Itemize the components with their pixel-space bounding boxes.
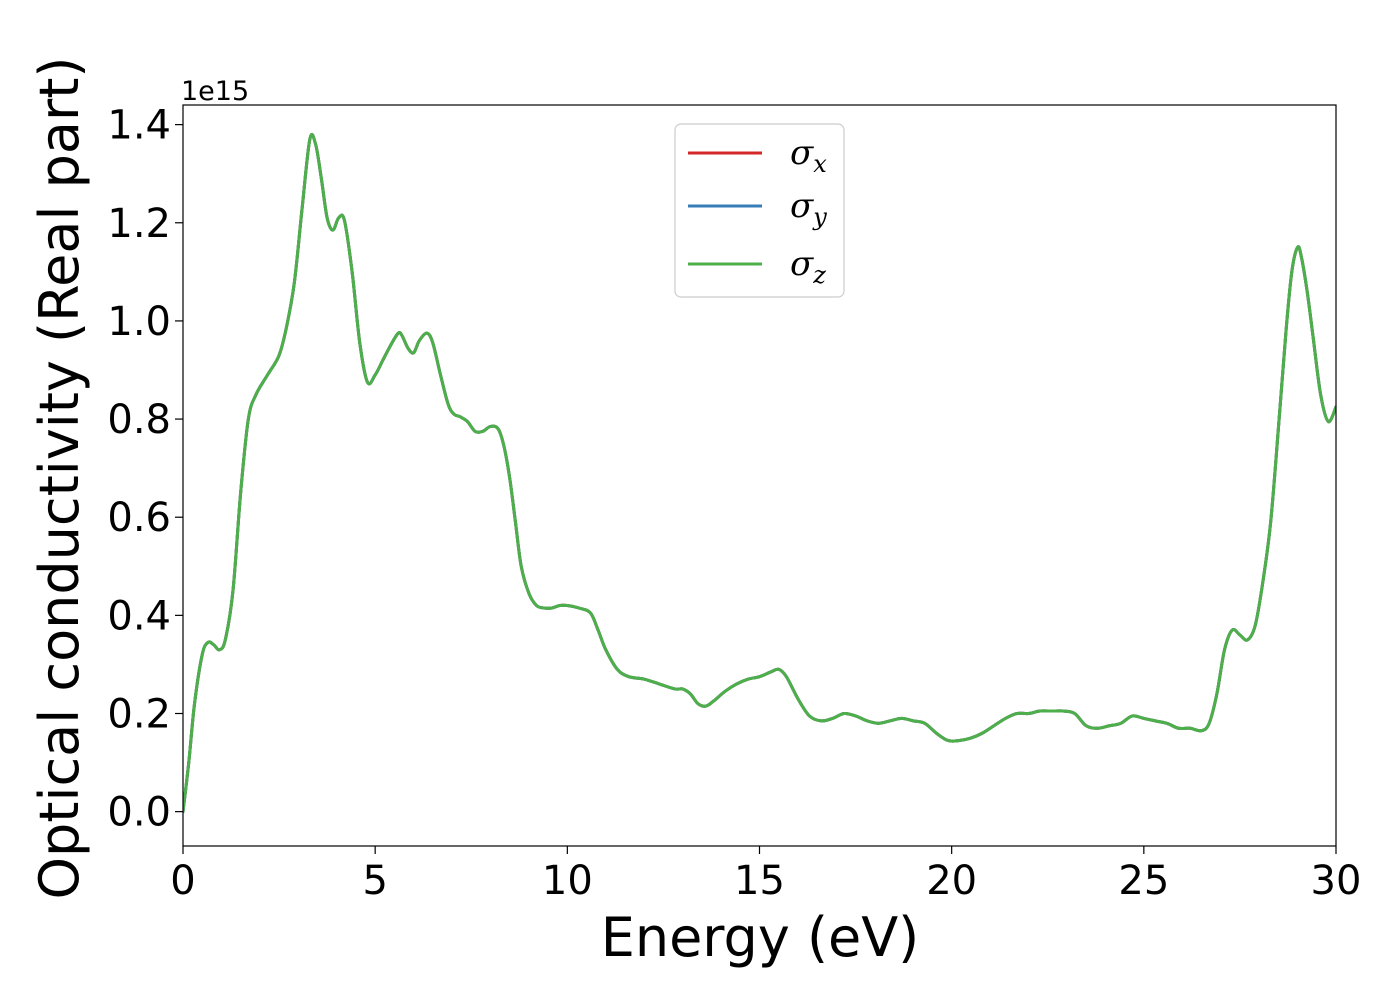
legend-label: σy [790, 186, 827, 231]
y-tick-label: 0.4 [107, 593, 171, 639]
y-tick-label: 1.4 [107, 103, 171, 149]
x-axis-title: Energy (eV) [601, 906, 920, 969]
x-tick-label: 20 [926, 858, 977, 904]
x-tick-label: 5 [362, 858, 387, 904]
legend-label: σx [790, 133, 827, 178]
x-tick-label: 10 [542, 858, 593, 904]
x-axis: 0 5 10 15 20 25 30 [170, 846, 1361, 904]
y-offset-label: 1e15 [181, 76, 249, 107]
y-tick-label: 1.0 [107, 299, 171, 345]
y-axis: 0.0 0.2 0.4 0.6 0.8 1.0 1.2 1.4 [107, 103, 183, 836]
legend: σx σy σz [674, 123, 845, 298]
y-tick-label: 0.6 [107, 495, 171, 541]
legend-label: σz [790, 244, 826, 289]
x-tick-label: 30 [1311, 858, 1362, 904]
x-tick-label: 0 [170, 858, 195, 904]
y-tick-label: 0.2 [107, 692, 171, 738]
series-layer [183, 133, 1336, 814]
y-axis-title: Optical conductivity (Real part) [28, 57, 91, 900]
y-tick-label: 1.2 [107, 201, 171, 247]
y-tick-label: 0.8 [107, 397, 171, 443]
x-tick-label: 15 [734, 858, 785, 904]
series-line-3 [183, 133, 1336, 814]
legend-frame [674, 123, 845, 298]
x-tick-label: 25 [1118, 858, 1169, 904]
y-tick-label: 0.0 [107, 790, 171, 836]
